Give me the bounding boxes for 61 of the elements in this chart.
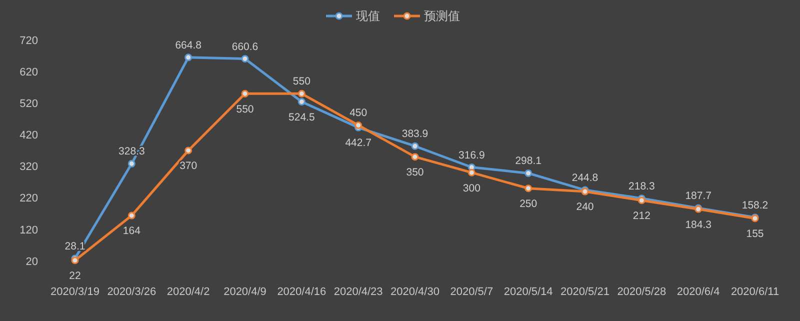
y-tick-label: 620 (20, 66, 38, 78)
data-label: 660.6 (232, 40, 258, 53)
x-tick-label: 2020/5/14 (504, 286, 553, 298)
x-tick-label: 2020/5/21 (560, 286, 610, 298)
x-tick-label: 2020/4/23 (334, 286, 383, 298)
y-tick-label: 420 (20, 130, 38, 142)
data-label: 450 (350, 107, 368, 120)
data-label: 158.2 (742, 199, 768, 212)
data-label: 164 (122, 225, 141, 238)
y-tick-label: 220 (20, 192, 38, 205)
y-tick-label: 320 (20, 161, 38, 174)
x-tick-label: 2020/3/26 (107, 286, 156, 298)
y-tick-label: 20 (26, 256, 38, 268)
y-tick-label: 720 (20, 34, 38, 47)
data-label: 218.3 (628, 180, 655, 192)
x-tick-label: 2020/5/7 (450, 286, 494, 298)
point (468, 168, 476, 176)
x-tick-label: 2020/5/28 (617, 286, 666, 298)
data-label: 244.8 (572, 172, 598, 184)
point (241, 90, 249, 98)
x-tick-label: 2020/4/2 (166, 286, 210, 298)
point (241, 55, 249, 63)
data-label: 240 (576, 201, 594, 214)
point (128, 160, 136, 168)
legend-label: 预测值 (424, 9, 460, 24)
point (184, 146, 192, 154)
x-tick-label: 2020/6/4 (676, 286, 720, 298)
point (411, 142, 419, 150)
point (298, 90, 306, 98)
point (354, 121, 362, 129)
y-tick-label: 520 (20, 98, 38, 110)
x-tick-label: 2020/4/9 (224, 286, 266, 298)
point (128, 212, 136, 220)
data-label: 22 (69, 270, 81, 282)
data-label: 664.8 (175, 39, 202, 52)
x-tick-label: 2020/4/30 (390, 286, 440, 298)
data-label: 187.7 (685, 190, 712, 202)
data-label: 250 (520, 198, 538, 210)
data-label: 550 (292, 76, 311, 88)
data-label: 442.7 (345, 137, 372, 150)
data-label: 300 (462, 182, 481, 194)
data-label: 184.3 (685, 218, 712, 231)
x-tick-label: 2020/6/11 (730, 286, 780, 298)
data-label: 298.1 (515, 155, 542, 168)
data-label: 370 (180, 160, 198, 172)
x-tick-label: 2020/3/19 (50, 286, 100, 298)
x-tick-label: 2020/4/16 (277, 286, 326, 298)
data-label: 524.5 (288, 111, 315, 124)
point (411, 153, 419, 161)
data-label: 350 (406, 166, 424, 178)
data-label: 316.9 (458, 149, 485, 162)
data-label: 550 (236, 103, 254, 116)
legend-label: 现值 (356, 9, 380, 24)
data-label: 383.9 (402, 128, 428, 140)
point (524, 169, 532, 177)
point (184, 54, 192, 62)
data-label: 155 (746, 228, 764, 240)
y-tick-label: 120 (20, 224, 38, 236)
point (524, 184, 532, 192)
data-label: 212 (632, 210, 651, 222)
point (298, 98, 306, 106)
